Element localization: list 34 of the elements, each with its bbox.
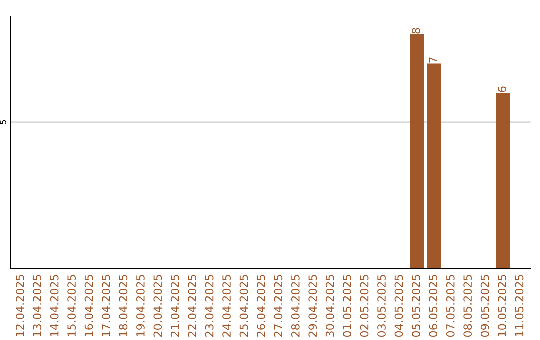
data-label: 7 xyxy=(429,58,438,63)
x-tick-label: 19.04.2025 xyxy=(136,275,145,337)
x-tick-label: 29.04.2025 xyxy=(308,275,318,337)
x-tick-label: 28.04.2025 xyxy=(291,275,300,337)
x-tick-label: 09.05.2025 xyxy=(480,275,490,338)
x-tick-label: 12.04.2025 xyxy=(16,275,24,337)
x-tick-label: 02.05.2025 xyxy=(360,275,369,338)
y-tick-label: 5 xyxy=(0,120,6,124)
x-tick-label: 18.04.2025 xyxy=(119,275,128,337)
x-tick-label: 11.05.2025 xyxy=(515,275,524,337)
x-tick-label: 14.04.2025 xyxy=(50,275,59,337)
x-tick-label: 10.05.2025 xyxy=(498,275,506,337)
x-tick-label: 21.04.2025 xyxy=(170,275,180,337)
x-tick-label: 03.05.2025 xyxy=(378,275,386,338)
x-tick-label: 23.04.2025 xyxy=(205,275,214,337)
x-tick-label: 25.04.2025 xyxy=(240,275,248,337)
x-tick-label: 16.04.2025 xyxy=(84,275,94,337)
x-tick-label: 13.04.2025 xyxy=(33,275,42,337)
x-tick-label: 15.04.2025 xyxy=(68,275,76,337)
x-tick-label: 20.04.2025 xyxy=(154,275,162,337)
x-tick-label: 27.04.2025 xyxy=(274,275,283,337)
x-tick-label: 17.04.2025 xyxy=(102,275,110,337)
x-tick-label: 30.04.2025 xyxy=(326,275,334,337)
x-tick-label: 01.05.2025 xyxy=(343,275,352,338)
x-tick-label: 07.05.2025 xyxy=(446,275,455,338)
x-tick-label: 05.05.2025 xyxy=(412,275,420,338)
x-tick-label: 08.05.2025 xyxy=(464,275,472,338)
data-label: 8 xyxy=(412,28,420,34)
data-label: 6 xyxy=(498,86,506,92)
x-tick-label: 04.05.2025 xyxy=(394,275,404,338)
x-tick-label: 22.04.2025 xyxy=(188,275,197,337)
x-tick-label: 24.04.2025 xyxy=(222,275,231,337)
x-tick-label: 06.05.2025 xyxy=(429,275,438,338)
x-tick-label: 26.04.2025 xyxy=(257,275,266,337)
